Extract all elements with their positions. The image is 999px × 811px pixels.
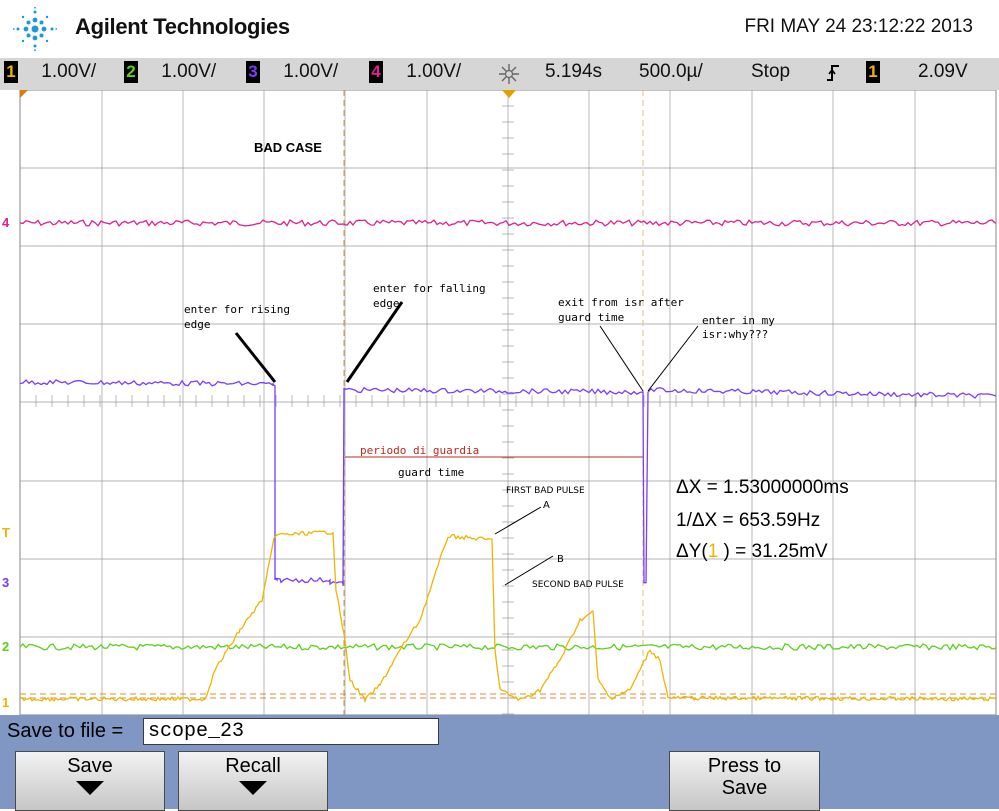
annotation-enter-isr-2: isr:why??? — [702, 328, 768, 341]
date-time: FRI MAY 24 23:12:22 2013 — [744, 16, 973, 37]
softkey-bar: Save to file = scope_23 Save Recall Pres… — [0, 715, 999, 811]
delta-y-channel: 1 — [708, 541, 719, 562]
leader-a — [494, 506, 542, 535]
channel-2-scale-value: 1.00V/ — [161, 61, 217, 82]
waveform-canvas: BAD CASE enter for rising edge enter for… — [2, 90, 997, 715]
channel-1-trace — [19, 530, 997, 704]
channel-3-scale-value: 1.00V/ — [283, 61, 339, 82]
leader-enter-isr — [647, 325, 699, 392]
channel-4-marker: 4 — [2, 215, 10, 230]
trigger-channel-badge: 1 — [866, 61, 880, 83]
waveform-display[interactable]: BAD CASE enter for rising edge enter for… — [0, 90, 999, 715]
trigger-source[interactable]: 1 — [866, 61, 880, 83]
status-bar: 1 1.00V/ 2 1.00V/ 3 1.00V/ 4 1.00V/ 5.19… — [0, 58, 999, 90]
annotation-enter-isr-1: enter in my — [702, 314, 775, 327]
annotation-rising-2: edge — [184, 318, 211, 331]
annotation-falling-1: enter for falling — [373, 282, 486, 295]
annotation-second-bad-pulse: SECOND BAD PULSE — [532, 580, 624, 590]
channel-2-badge: 2 — [124, 61, 138, 83]
graticule-grid — [19, 90, 997, 715]
annotation-falling-2: edge — [373, 297, 400, 310]
recall-softkey-label: Recall — [225, 755, 281, 777]
annotation-label-a: A — [543, 500, 550, 511]
channel-3-marker: 3 — [2, 575, 9, 590]
down-arrow-icon — [239, 781, 267, 795]
leader-b — [504, 555, 554, 586]
delta-y-value: ) = 31.25mV — [718, 541, 828, 562]
channel-4-scale[interactable]: 4 1.00V/ — [369, 61, 461, 83]
annotation-rising-1: enter for rising — [184, 303, 290, 316]
header: Agilent Technologies FRI MAY 24 23:12:22… — [0, 0, 999, 58]
channel-4-trace — [19, 219, 997, 227]
waveform-traces — [19, 219, 997, 704]
leader-exit — [599, 325, 644, 392]
measurement-delta-x: ΔX = 1.53000000ms — [676, 477, 849, 498]
channel-1-marker: 1 — [2, 695, 9, 710]
save-softkey-label: Save — [67, 755, 113, 777]
down-arrow-icon — [76, 781, 104, 795]
annotation-lines — [234, 301, 699, 586]
run-state[interactable]: Stop — [751, 61, 791, 82]
measurement-delta-y: ΔY(1 ) = 31.25mV — [676, 541, 828, 562]
leader-rising — [234, 332, 277, 383]
channel-2-trace — [19, 643, 997, 652]
channel-3-badge: 3 — [246, 61, 260, 83]
screen-title: BAD CASE — [254, 140, 322, 155]
annotation-first-bad-pulse: FIRST BAD PULSE — [506, 486, 585, 496]
filename-field[interactable]: scope_23 — [143, 718, 439, 745]
press-to-label: Press to — [707, 755, 782, 777]
channel-3-scale[interactable]: 3 1.00V/ — [246, 61, 338, 83]
agilent-logo-icon — [12, 6, 58, 52]
leader-falling — [345, 301, 404, 383]
press-to-save-softkey[interactable]: Press to Save — [669, 751, 820, 811]
trigger-position-marker — [502, 90, 516, 98]
measurement-inverse-delta-x: 1/ΔX = 653.59Hz — [676, 510, 820, 531]
annotation-periodo: periodo di guardia — [360, 444, 479, 457]
annotation-exit-1: exit from isr after — [558, 296, 684, 309]
annotation-guard-time: guard time — [398, 466, 464, 479]
delay-value[interactable]: 5.194s — [545, 61, 603, 82]
channel-1-scale-value: 1.00V/ — [41, 61, 97, 82]
save-to-file-label: Save to file = — [7, 720, 124, 742]
channel-2-marker: 2 — [2, 639, 9, 654]
channel-2-scale[interactable]: 2 1.00V/ — [124, 61, 216, 83]
annotation-exit-2: guard time — [558, 311, 624, 324]
channel-1-scale[interactable]: 1 1.00V/ — [4, 61, 96, 83]
channel-3-trace — [19, 379, 997, 586]
annotation-label-b: B — [557, 554, 564, 565]
timebase-value[interactable]: 500.0µ/ — [639, 61, 703, 82]
channel-4-badge: 4 — [369, 61, 383, 83]
channel-1-badge: 1 — [4, 61, 18, 83]
save-softkey[interactable]: Save — [15, 751, 165, 811]
brand-name: Agilent Technologies — [75, 14, 290, 39]
delta-y-prefix: ΔY( — [676, 541, 708, 562]
press-save-label: Save — [721, 777, 768, 799]
rising-edge-trigger-icon — [827, 65, 839, 81]
delay-icon — [499, 64, 519, 84]
recall-softkey[interactable]: Recall — [178, 751, 328, 811]
trigger-level-marker: T — [2, 525, 10, 540]
channel-4-scale-value: 1.00V/ — [406, 61, 462, 82]
timebase-marker — [20, 90, 28, 98]
trigger-level[interactable]: 2.09V — [918, 61, 968, 82]
